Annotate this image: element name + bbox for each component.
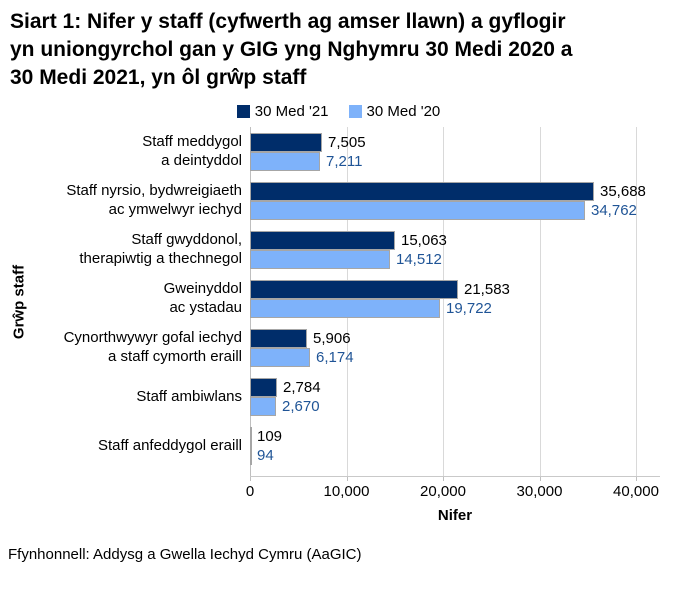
bar-2021 [250,230,395,250]
legend-swatch-2021 [236,104,250,118]
category-label: Gweinyddol ac ystadau [32,274,250,323]
bar-group: 21,583 19,722 [250,274,660,323]
chart-title-line: yn uniongyrchol gan y GIG yng Nghymru 30… [10,37,573,61]
bar-value-label: 7,211 [326,152,363,170]
bar-2021 [250,328,307,348]
bar-2020 [250,347,310,367]
category-label: Staff meddygol a deintyddol [32,127,250,176]
x-axis-tick-label: 20,000 [420,482,466,500]
bar-2020 [250,298,440,318]
category-label-line: Cynorthwywyr gofal iechyd [63,329,242,347]
category-label-line: Gweinyddol [163,280,242,298]
category-label-line: a deintyddol [161,152,242,170]
bar-value-label: 14,512 [396,250,442,268]
category-label: Staff anfeddygol eraill [32,421,250,470]
plot-area: 7,505 7,211 35,688 34,762 15,063 14,512 21,583… [250,126,660,477]
bar-value-label: 2,784 [283,378,321,396]
bar-value-label: 5,906 [313,329,351,347]
chart-area: Grŵp staff Staff meddygol a deintyddol Sta… [0,126,677,477]
legend-label-2020: 30 Med '20 [366,102,441,120]
bar-2020 [250,200,585,220]
x-axis-label: Nifer [437,506,473,524]
bar-value-label: 19,722 [446,299,492,317]
bar-value-label: 34,762 [591,201,637,219]
x-axis: 0 10,000 20,000 30,000 40,000 [246,476,660,504]
x-axis-tick [539,476,541,481]
category-label-line: Staff ambiwlans [136,387,242,405]
gridline [636,126,637,476]
gridline [539,126,541,476]
legend: 30 Med '21 30 Med '20 [0,103,677,120]
category-label-line: a staff cymorth eraill [108,348,242,366]
x-axis-tick-label: 0 [245,482,255,500]
bar-group: 109 94 [250,421,660,470]
bar-group: 15,063 14,512 [250,225,660,274]
bar-2021 [250,377,277,397]
bar-2020 [250,151,320,171]
x-axis-tick [250,476,251,481]
bar-value-label: 109 [257,427,283,445]
bar-group: 35,688 34,762 [250,176,660,225]
legend-item-2020: 30 Med '20 [348,102,441,120]
chart-title-line: 30 Medi 2021, yn ôl grŵp staff [10,65,307,89]
x-axis-tick-label: 40,000 [613,482,659,500]
category-label-line: Staff nyrsio, bydwreigiaeth [66,182,242,200]
bar-value-label: 35,688 [600,182,646,200]
legend-item-2021: 30 Med '21 [236,102,329,120]
x-axis-tick [636,476,637,481]
category-label-line: ac ymwelwyr iechyd [108,201,242,219]
y-axis-label-column: Grŵp staff [6,127,32,477]
bar-value-label: 21,583 [464,280,510,298]
source-note: Ffynhonnell: Addysg a Gwella Iechyd Cymr… [8,545,362,563]
bar-2020 [250,249,390,269]
legend-swatch-2020 [348,104,362,118]
bar-2021 [250,181,594,201]
bar-group: 2,784 2,670 [250,372,660,421]
category-label-line: therapiwtig a thechnegol [79,250,242,268]
bar-2020 [250,396,276,416]
bar-2020 [250,445,252,465]
bar-value-label: 7,505 [328,133,366,151]
category-label-line: Staff anfeddygol eraill [98,436,242,454]
category-label: Staff nyrsio, bydwreigiaeth ac ymwelwyr i… [32,176,250,225]
bar-2021 [250,132,322,152]
x-axis-tick [443,476,444,481]
bar-2021 [250,426,252,446]
chart-title-line: Siart 1: Nifer y staff (cyfwerth ag amse… [10,10,566,33]
bar-value-label: 15,063 [401,231,447,249]
category-label: Staff gwyddonol, therapiwtig a thechnegol [32,225,250,274]
category-label: Cynorthwywyr gofal iechyd a staff cymorth… [32,323,250,372]
x-axis-tick [346,476,348,481]
category-label-line: ac ystadau [169,299,242,317]
x-axis-tick-label: 10,000 [323,482,370,500]
bar-value-label: 6,174 [316,348,354,366]
x-axis-tick-label: 30,000 [516,482,563,500]
chart-title: Siart 1: Nifer y staff (cyfwerth ag amse… [0,0,677,92]
y-axis-label: Grŵp staff [10,264,28,339]
category-labels: Staff meddygol a deintyddol Staff nyrsio, … [32,127,250,477]
legend-label-2021: 30 Med '21 [254,102,329,120]
bar-group: 7,505 7,211 [250,127,660,176]
bar-group: 5,906 6,174 [250,323,660,372]
bar-2021 [250,279,458,299]
gridline [443,126,444,476]
category-label: Staff ambiwlans [32,372,250,421]
bar-value-label: 94 [257,446,274,464]
category-label-line: Staff meddygol [142,133,242,151]
category-label-line: Staff gwyddonol, [131,231,242,249]
bar-value-label: 2,670 [282,397,320,415]
